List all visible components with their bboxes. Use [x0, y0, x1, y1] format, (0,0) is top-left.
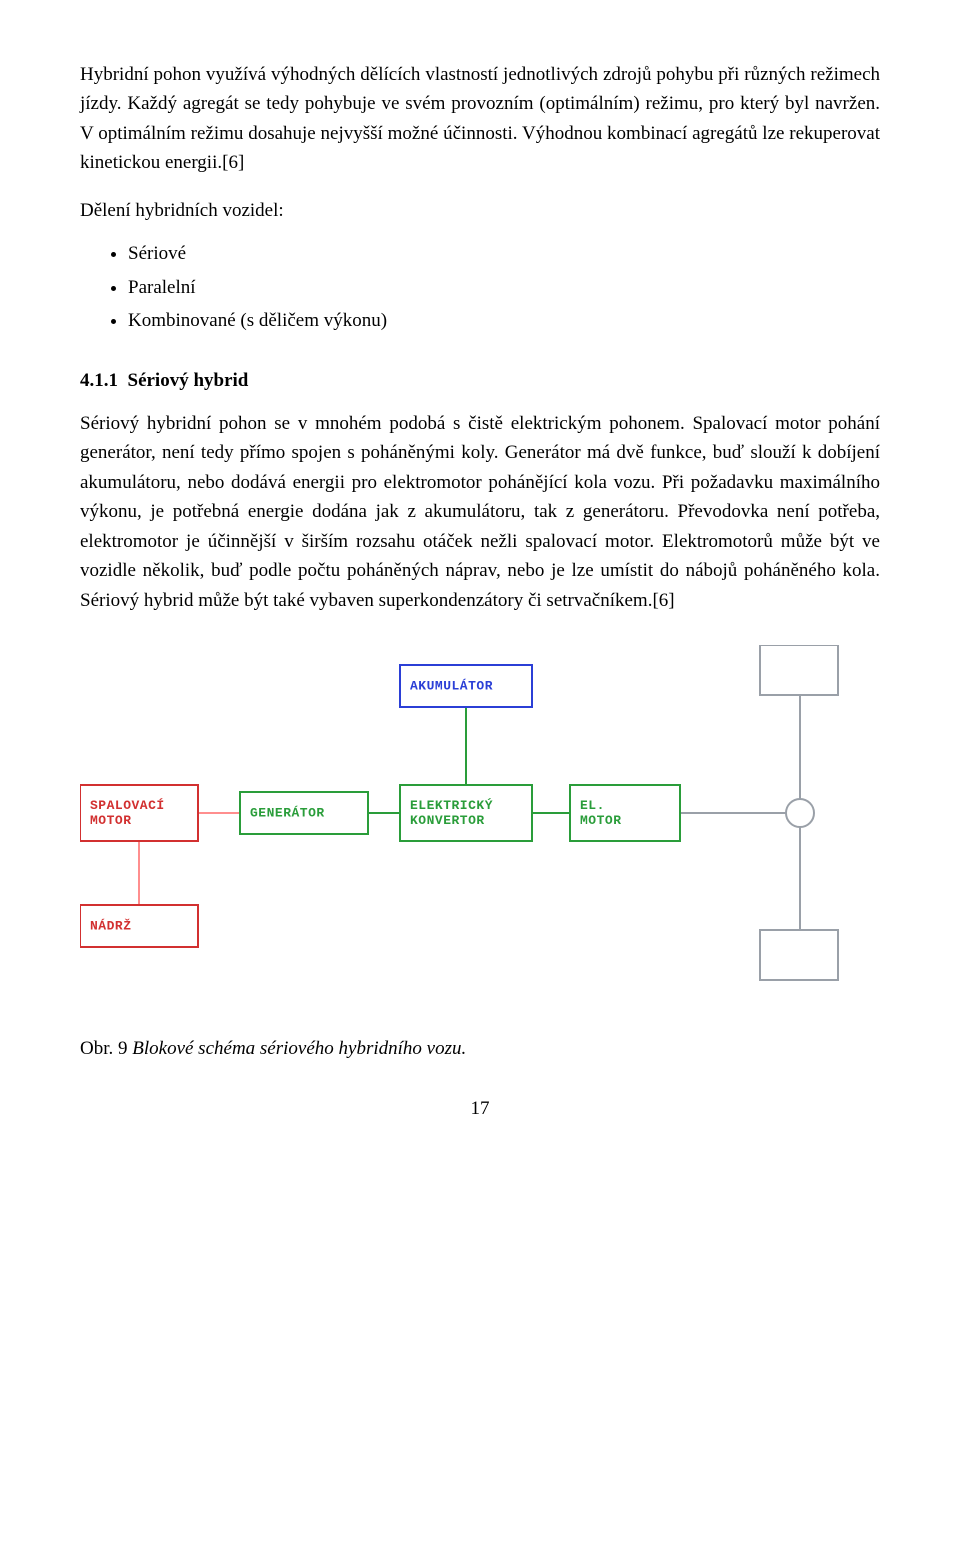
block-diagram-svg: SPALOVACÍMOTORNÁDRŽGENERÁTORELEKTRICKÝKO… — [80, 645, 880, 985]
figure-caption: Obr. 9 Blokové schéma sériového hybridní… — [80, 1034, 880, 1063]
svg-text:GENERÁTOR: GENERÁTOR — [250, 805, 325, 820]
intro-paragraph: Hybridní pohon využívá výhodných dělícíc… — [80, 60, 880, 178]
caption-text: Blokové schéma sériového hybridního vozu… — [132, 1038, 466, 1059]
svg-text:NÁDRŽ: NÁDRŽ — [90, 918, 132, 933]
list-item: Paralelní — [128, 273, 880, 302]
list-intro: Dělení hybridních vozidel: — [80, 196, 880, 225]
section-number: 4.1.1 — [80, 370, 118, 391]
svg-text:MOTOR: MOTOR — [90, 813, 132, 828]
hybrid-types-list: Sériové Paralelní Kombinované (s děličem… — [128, 239, 880, 335]
block-diagram: SPALOVACÍMOTORNÁDRŽGENERÁTORELEKTRICKÝKO… — [80, 645, 880, 994]
section-heading: 4.1.1 Sériový hybrid — [80, 366, 880, 395]
list-item: Sériové — [128, 239, 880, 268]
section-paragraph: Sériový hybridní pohon se v mnohém podob… — [80, 409, 880, 615]
svg-text:MOTOR: MOTOR — [580, 813, 622, 828]
svg-text:KONVERTOR: KONVERTOR — [410, 813, 485, 828]
svg-text:AKUMULÁTOR: AKUMULÁTOR — [410, 678, 493, 693]
svg-text:EL.: EL. — [580, 798, 605, 813]
svg-text:SPALOVACÍ: SPALOVACÍ — [90, 798, 165, 813]
caption-label: Obr. 9 — [80, 1038, 132, 1059]
svg-text:ELEKTRICKÝ: ELEKTRICKÝ — [410, 798, 493, 813]
section-title: Sériový hybrid — [128, 370, 249, 391]
list-item: Kombinované (s děličem výkonu) — [128, 306, 880, 335]
page-number: 17 — [80, 1094, 880, 1123]
